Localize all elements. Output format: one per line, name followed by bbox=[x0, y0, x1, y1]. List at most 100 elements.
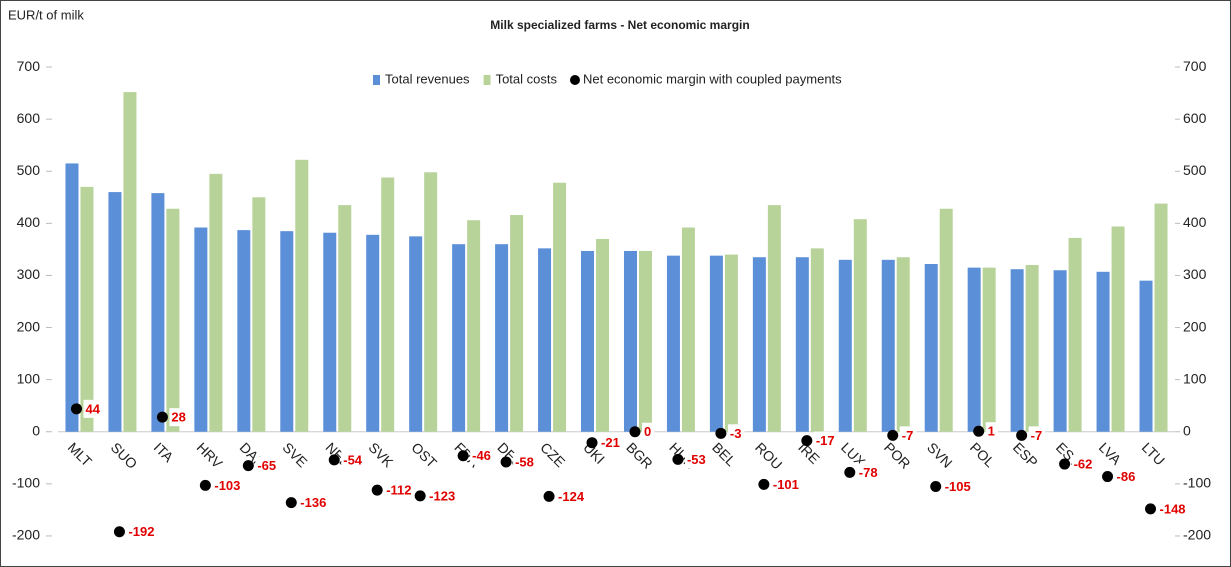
bar bbox=[924, 263, 938, 432]
label-bg bbox=[727, 424, 745, 443]
margin-marker bbox=[1016, 429, 1028, 441]
data-label: -101 bbox=[773, 477, 799, 492]
margin-marker bbox=[758, 478, 770, 490]
margin-marker bbox=[1145, 503, 1157, 515]
y2-tick-label: 400 bbox=[1183, 214, 1207, 230]
y2-tick-label: 600 bbox=[1183, 110, 1207, 126]
label-bg bbox=[427, 486, 459, 505]
margin-marker bbox=[973, 425, 985, 437]
bar bbox=[252, 197, 266, 432]
legend-swatch bbox=[373, 75, 380, 85]
bar bbox=[1096, 271, 1110, 432]
data-label: -7 bbox=[902, 428, 914, 443]
bar bbox=[1025, 265, 1039, 432]
label-bg bbox=[1114, 467, 1139, 486]
y2-tick-label: 0 bbox=[1183, 422, 1191, 438]
bar bbox=[452, 244, 466, 432]
bar bbox=[409, 236, 423, 432]
label-bg bbox=[599, 433, 623, 452]
bar bbox=[581, 250, 595, 432]
label-bg bbox=[985, 422, 998, 441]
data-label: -46 bbox=[472, 448, 491, 463]
y-axis-label: EUR/t of milk bbox=[8, 7, 84, 22]
bar bbox=[810, 248, 824, 432]
bar bbox=[553, 182, 567, 432]
bar bbox=[194, 227, 208, 432]
margin-marker bbox=[1102, 471, 1114, 483]
data-label: 28 bbox=[171, 410, 185, 425]
y-tick-label: -200 bbox=[12, 527, 40, 543]
bar bbox=[209, 173, 223, 432]
margin-marker bbox=[844, 466, 856, 478]
margin-marker bbox=[543, 490, 555, 502]
y-tick-label: -100 bbox=[12, 475, 40, 491]
bar bbox=[881, 259, 895, 432]
bar bbox=[80, 186, 94, 432]
margin-marker bbox=[328, 454, 340, 466]
label-bg bbox=[684, 450, 709, 469]
y2-tick-label: -100 bbox=[1183, 475, 1211, 491]
bar bbox=[1010, 269, 1024, 432]
margin-marker bbox=[199, 479, 211, 491]
y2-tick-label: 100 bbox=[1183, 370, 1207, 386]
bar bbox=[65, 163, 79, 432]
margin-marker bbox=[70, 403, 82, 415]
margin-marker bbox=[113, 526, 125, 538]
chart-title: Milk specialized farms - Net economic ma… bbox=[490, 18, 749, 32]
y-tick-label: 600 bbox=[17, 110, 41, 126]
bar bbox=[1068, 237, 1082, 432]
bar bbox=[495, 244, 509, 432]
label-bg bbox=[856, 463, 881, 482]
y-tick-label: 700 bbox=[17, 58, 41, 74]
label-bg bbox=[1028, 426, 1046, 445]
data-label: 0 bbox=[644, 424, 651, 439]
bar bbox=[538, 248, 552, 432]
label-bg bbox=[255, 456, 280, 475]
bar bbox=[596, 238, 610, 432]
data-label: -192 bbox=[128, 524, 154, 539]
margin-marker bbox=[1059, 458, 1071, 470]
margin-marker bbox=[285, 497, 297, 509]
bar bbox=[108, 192, 122, 432]
margin-marker bbox=[930, 480, 942, 492]
bar bbox=[896, 257, 910, 432]
data-label: -124 bbox=[558, 489, 585, 504]
margin-marker bbox=[715, 427, 727, 439]
legend: Total revenues Total costs Net economic ma… bbox=[373, 71, 842, 86]
bar bbox=[752, 257, 766, 432]
data-label: 1 bbox=[988, 424, 995, 439]
legend-swatch bbox=[483, 75, 491, 85]
y-tick-label: 0 bbox=[32, 422, 40, 438]
label-bg bbox=[899, 426, 917, 445]
label-bg bbox=[813, 431, 838, 450]
label-bg bbox=[298, 493, 330, 512]
label-bg bbox=[126, 522, 158, 541]
label-bg bbox=[942, 477, 974, 496]
bar bbox=[623, 250, 637, 432]
data-label: -112 bbox=[386, 483, 411, 498]
bar bbox=[381, 177, 395, 432]
data-label: -136 bbox=[300, 495, 326, 510]
label-bg bbox=[212, 476, 244, 495]
y-tick-label: 300 bbox=[17, 266, 41, 282]
legend-label: Total costs bbox=[496, 71, 558, 86]
margin-marker bbox=[586, 437, 598, 449]
data-label: -7 bbox=[1031, 428, 1043, 443]
bar bbox=[982, 267, 996, 432]
data-label: -62 bbox=[1074, 456, 1093, 471]
y2-tick-label: 300 bbox=[1183, 266, 1207, 282]
data-label: -103 bbox=[214, 478, 240, 493]
y2-tick-label: 200 bbox=[1183, 318, 1207, 334]
bar bbox=[709, 255, 723, 432]
label-bg bbox=[470, 446, 494, 465]
bar bbox=[838, 259, 852, 432]
y2-tick-label: -200 bbox=[1183, 527, 1211, 543]
bar bbox=[295, 159, 309, 432]
margin-marker bbox=[242, 460, 254, 472]
data-label: -21 bbox=[601, 435, 620, 450]
margin-marker bbox=[672, 453, 684, 465]
bar bbox=[467, 220, 481, 432]
bar bbox=[795, 257, 809, 432]
data-label: -58 bbox=[515, 454, 534, 469]
